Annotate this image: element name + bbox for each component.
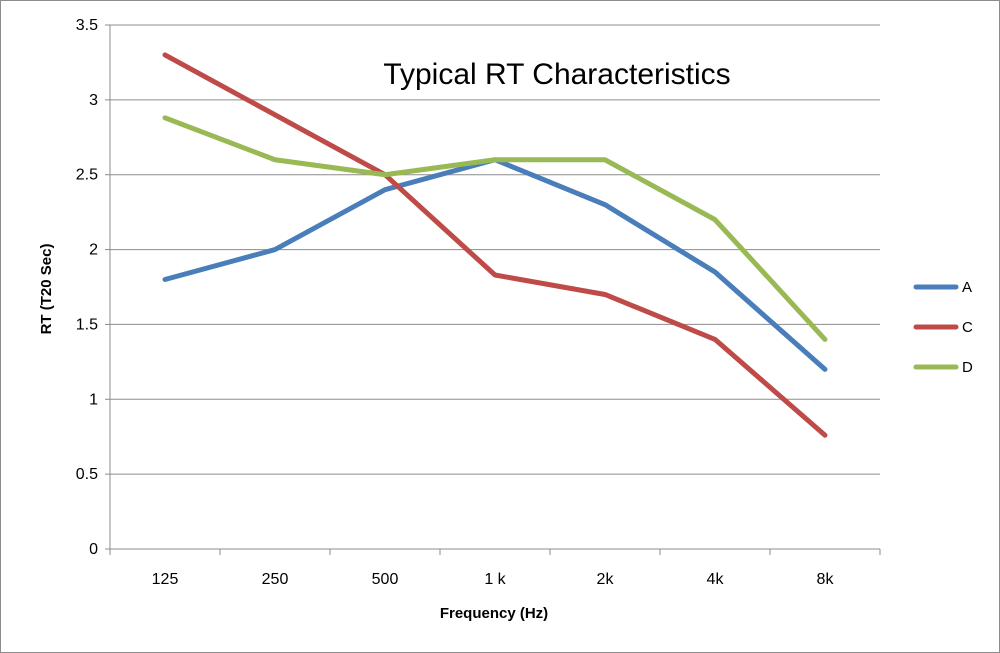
- series-lines: [162, 52, 828, 438]
- x-tick-labels: 125 250 500 1 k 2k 4k 8k: [152, 571, 835, 588]
- y-tick-label: 2: [89, 242, 98, 259]
- x-axis-title: Frequency (Hz): [440, 605, 548, 622]
- x-tick-label: 8k: [817, 571, 835, 588]
- legend: A C D: [913, 279, 973, 376]
- legend-label: C: [962, 319, 973, 336]
- y-tick-label: 1.5: [76, 316, 98, 333]
- series-line-c: [162, 52, 828, 438]
- grid-lines: [110, 24, 880, 475]
- x-tick-label: 500: [372, 571, 399, 588]
- legend-label: D: [962, 359, 973, 376]
- y-tick-label: 2.5: [76, 167, 98, 184]
- y-tick-label: 3: [89, 92, 98, 109]
- chart-title: Typical RT Characteristics: [383, 58, 730, 91]
- x-tick-label: 125: [152, 571, 179, 588]
- y-tick-labels: 0 0.5 1 1.5 2 2.5 3 3.5: [76, 17, 98, 558]
- x-tick-label: 250: [262, 571, 289, 588]
- x-tick-label: 1 k: [484, 571, 506, 588]
- legend-label: A: [962, 279, 972, 296]
- y-tick-label: 0.5: [76, 466, 98, 483]
- y-tick-label: 1: [89, 391, 98, 408]
- y-axis-title: RT (T20 Sec): [38, 244, 55, 335]
- y-tick-label: 3.5: [76, 17, 98, 34]
- series-line-d: [162, 115, 828, 342]
- series-line-a: [162, 157, 828, 372]
- axes: [105, 24, 881, 555]
- x-tick-label: 2k: [597, 571, 615, 588]
- x-tick-label: 4k: [707, 571, 725, 588]
- y-tick-label: 0: [89, 541, 98, 558]
